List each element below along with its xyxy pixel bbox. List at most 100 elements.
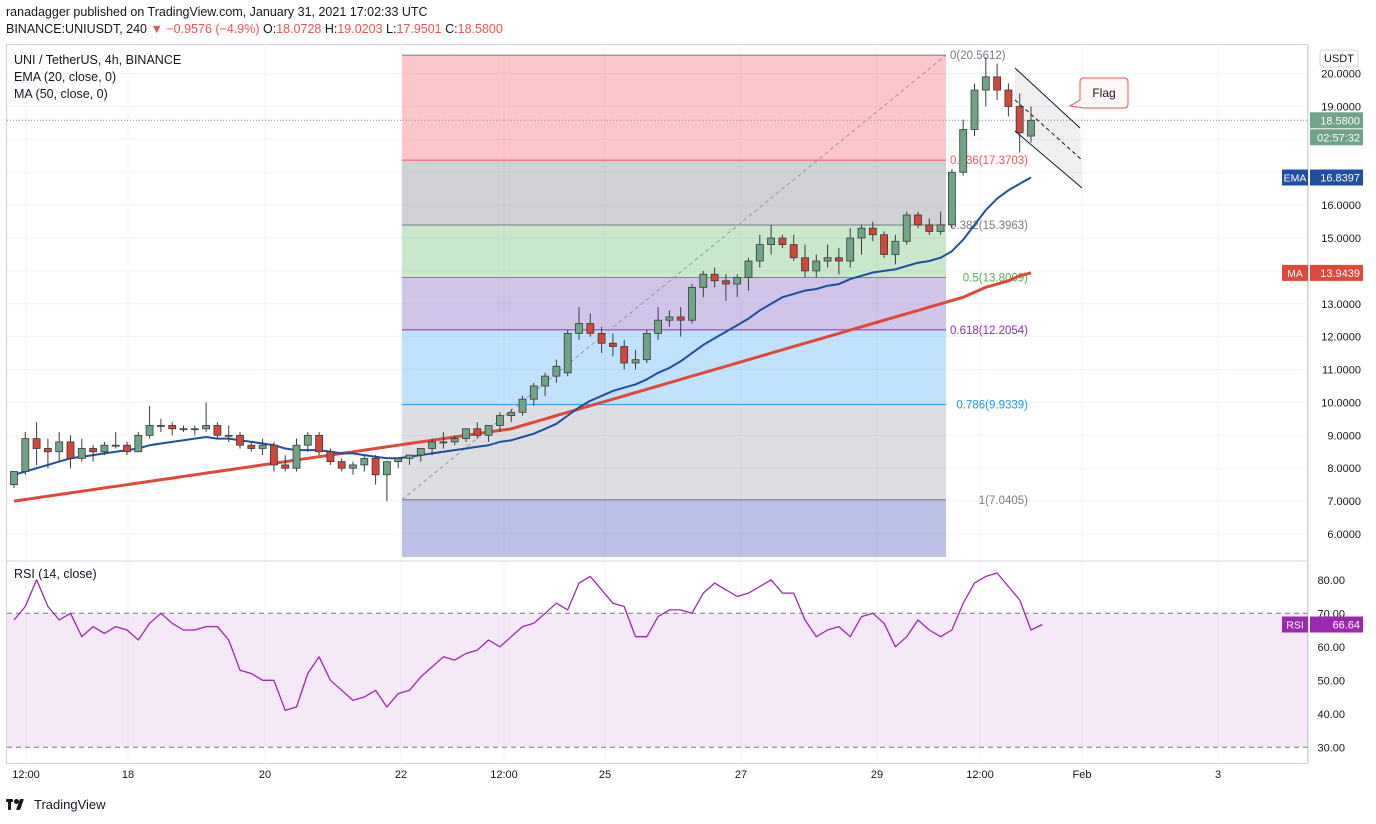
candle-up[interactable] — [812, 260, 821, 272]
candle-up[interactable] — [179, 428, 188, 431]
candle-down[interactable] — [868, 227, 877, 236]
candle-up[interactable] — [394, 457, 403, 463]
candle-up[interactable] — [405, 454, 414, 459]
candle-down[interactable] — [337, 461, 346, 469]
candle-down[interactable] — [66, 441, 75, 459]
countdown-badge-value: 02:57:32 — [1317, 132, 1360, 144]
candle-down[interactable] — [473, 428, 482, 436]
candle-down[interactable] — [597, 332, 606, 344]
candle-up[interactable] — [202, 425, 211, 430]
candle-down[interactable] — [586, 323, 595, 334]
candle-up[interactable] — [970, 89, 979, 130]
candle-down[interactable] — [676, 316, 685, 321]
candle-up[interactable] — [484, 425, 493, 436]
candle-up[interactable] — [959, 129, 968, 173]
candle-up[interactable] — [518, 398, 527, 413]
candle-up[interactable] — [981, 76, 990, 91]
candle-down[interactable] — [710, 273, 719, 282]
candle-up[interactable] — [891, 240, 900, 255]
candle-up[interactable] — [699, 273, 708, 288]
candle-up[interactable] — [77, 448, 86, 459]
flag-upper-line[interactable] — [1014, 67, 1081, 129]
candle-up[interactable] — [767, 237, 775, 245]
candle-up[interactable] — [948, 171, 956, 226]
candle-up[interactable] — [552, 365, 561, 377]
candle-up[interactable] — [507, 411, 516, 416]
candle-up[interactable] — [450, 438, 459, 443]
candle-up[interactable] — [495, 415, 504, 426]
candle-up[interactable] — [134, 434, 143, 453]
candle-up[interactable] — [292, 444, 301, 469]
candle-up[interactable] — [303, 434, 312, 446]
candle-down[interactable] — [213, 425, 222, 436]
candle-up[interactable] — [145, 425, 154, 436]
candle-up[interactable] — [755, 244, 764, 262]
candle-down[interactable] — [1015, 106, 1024, 134]
candle-down[interactable] — [371, 457, 380, 476]
candle-up[interactable] — [111, 444, 120, 447]
footer-brand[interactable]: TradingView — [34, 796, 106, 812]
candle-down[interactable] — [269, 444, 278, 466]
candle-up[interactable] — [439, 441, 448, 444]
candle-up[interactable] — [688, 286, 696, 321]
candle-up[interactable] — [846, 237, 855, 262]
candle-up[interactable] — [529, 385, 538, 400]
candle-down[interactable] — [801, 257, 809, 272]
candle-up[interactable] — [642, 332, 651, 361]
candle-down[interactable] — [236, 434, 244, 446]
candle-up[interactable] — [654, 319, 662, 334]
candle-up[interactable] — [541, 375, 549, 387]
time-tick-label: 18 — [122, 769, 134, 781]
candle-up[interactable] — [902, 214, 911, 242]
candle-up[interactable] — [857, 227, 866, 239]
candle-up[interactable] — [823, 257, 832, 262]
candle-down[interactable] — [32, 438, 41, 449]
candle-down[interactable] — [1004, 89, 1013, 107]
candle-up[interactable] — [382, 461, 391, 476]
candle-up[interactable] — [462, 428, 470, 440]
candle-down[interactable] — [326, 451, 335, 463]
candle-down[interactable] — [315, 434, 324, 453]
candle-up[interactable] — [1027, 119, 1035, 137]
candle-down[interactable] — [993, 76, 1001, 91]
candle-up[interactable] — [563, 332, 572, 374]
flag-callout[interactable] — [1068, 77, 1129, 109]
candle-up[interactable] — [10, 471, 18, 486]
candle-up[interactable] — [349, 464, 357, 469]
candle-up[interactable] — [258, 444, 267, 449]
candle-down[interactable] — [89, 448, 97, 453]
candle-up[interactable] — [360, 457, 369, 466]
candle-down[interactable] — [880, 234, 888, 255]
candle-up[interactable] — [224, 434, 233, 437]
candle-down[interactable] — [914, 214, 922, 226]
price-tick-label: 7.0000 — [1327, 496, 1361, 508]
candle-down[interactable] — [778, 237, 787, 245]
candle-down[interactable] — [620, 346, 629, 364]
candle-up[interactable] — [665, 316, 674, 321]
currency-box[interactable] — [1319, 49, 1359, 68]
candle-down[interactable] — [123, 444, 131, 453]
candle-up[interactable] — [428, 441, 437, 449]
candle-up[interactable] — [156, 425, 165, 427]
candle-down[interactable] — [281, 464, 290, 469]
candle-up[interactable] — [416, 448, 425, 456]
candle-down[interactable] — [722, 280, 730, 285]
candle-up[interactable] — [631, 359, 640, 364]
candle-down[interactable] — [835, 257, 843, 262]
candle-up[interactable] — [936, 224, 945, 232]
candle-up[interactable] — [55, 441, 64, 453]
candle-up[interactable] — [744, 260, 753, 278]
candle-up[interactable] — [21, 438, 30, 472]
candle-up[interactable] — [190, 428, 199, 431]
candle-down[interactable] — [925, 224, 934, 232]
candle-down[interactable] — [168, 425, 177, 430]
candle-down[interactable] — [609, 342, 617, 347]
candle-down[interactable] — [789, 244, 798, 259]
candle-down[interactable] — [247, 444, 256, 449]
candle-up[interactable] — [733, 277, 742, 285]
candle-up[interactable] — [575, 323, 583, 334]
flag-lower-line[interactable] — [1014, 130, 1083, 189]
candle-down[interactable] — [44, 448, 52, 453]
candle-up[interactable] — [100, 444, 109, 453]
